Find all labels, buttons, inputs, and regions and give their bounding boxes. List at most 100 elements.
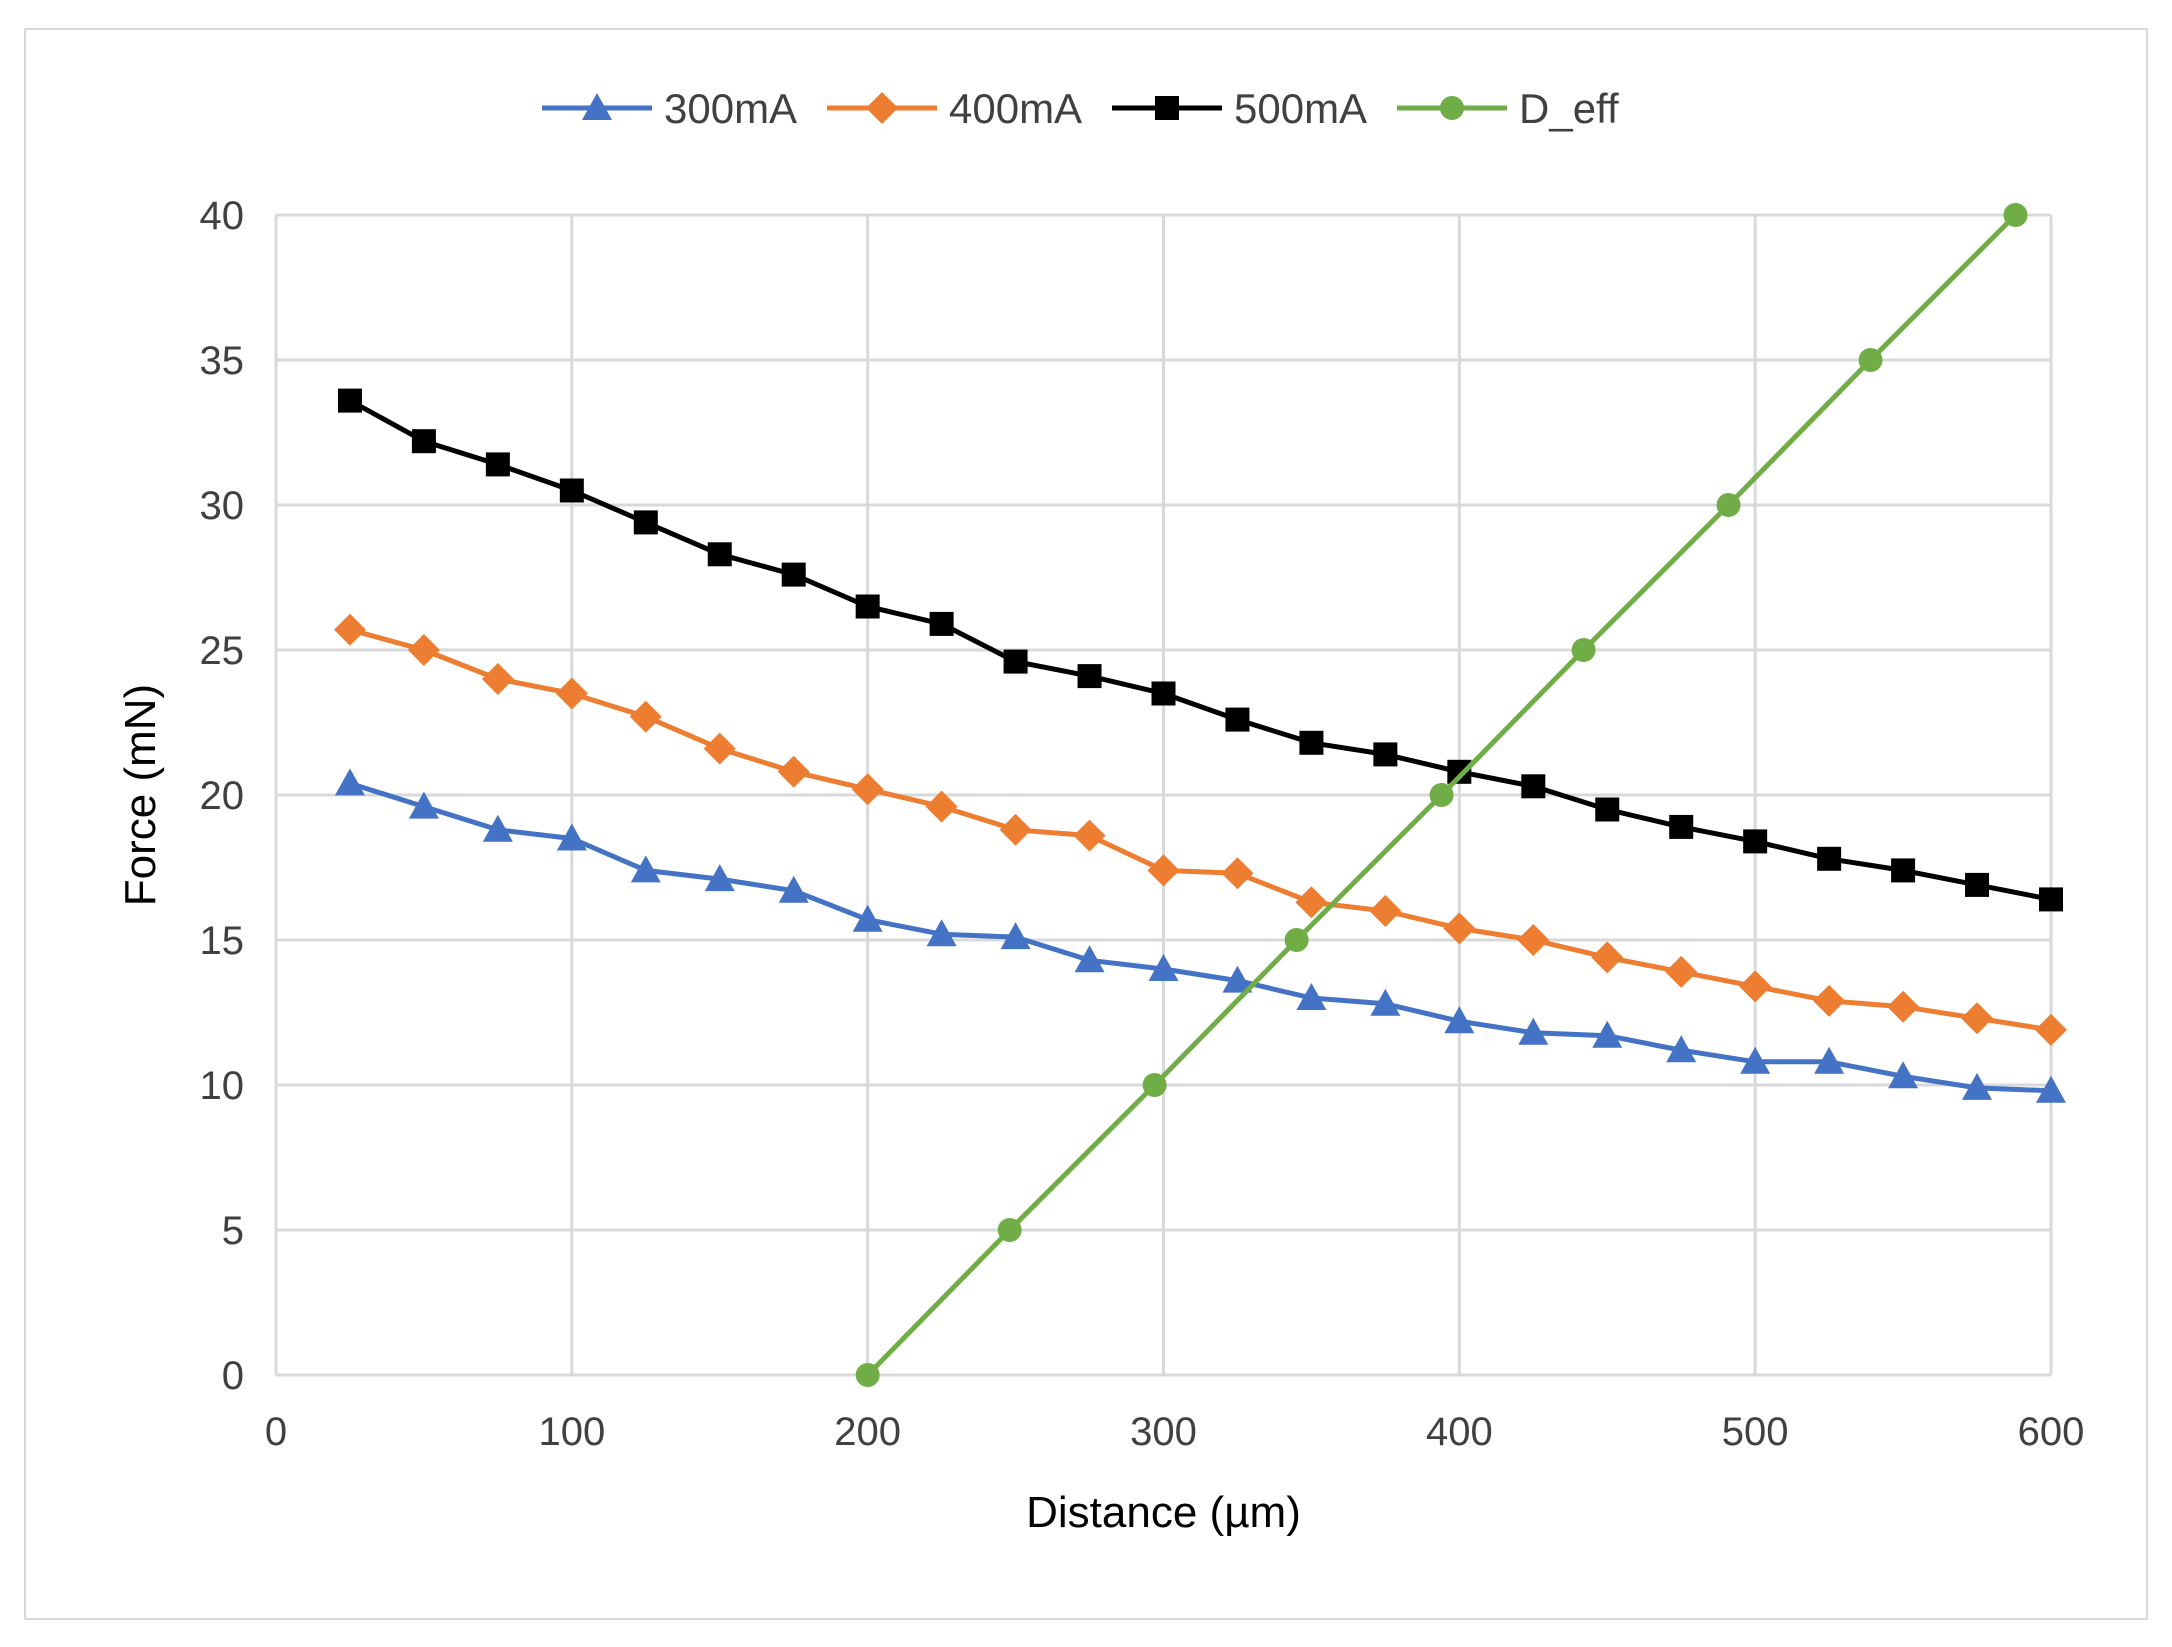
data-point (1429, 783, 1454, 807)
data-point (408, 791, 439, 819)
series-400ma (333, 613, 2067, 1046)
legend-item-400ma: 400mA (827, 85, 1082, 132)
legend-marker (1155, 96, 1179, 120)
data-point (852, 904, 883, 932)
y-tick-label: 15 (200, 919, 245, 963)
series-300ma (334, 768, 2066, 1103)
data-point (1743, 829, 1768, 854)
data-point (1591, 941, 1624, 974)
data-point (1571, 638, 1596, 662)
y-tick-label: 5 (222, 1209, 244, 1253)
series-line (349, 627, 2052, 1033)
x-tick-label: 500 (1722, 1410, 1789, 1454)
legend-label: 400mA (949, 85, 1082, 132)
data-point (1074, 945, 1105, 973)
legend-label: D_eff (1519, 85, 1619, 132)
data-point (926, 919, 957, 947)
data-point (1222, 965, 1253, 993)
data-point (1888, 1061, 1919, 1089)
y-tick-label: 25 (200, 629, 245, 673)
data-point (556, 823, 587, 851)
data-point (1284, 928, 1309, 952)
data-point (1716, 493, 1741, 517)
data-point (559, 478, 584, 503)
data-point (1077, 664, 1102, 689)
data-point (1666, 1035, 1697, 1063)
data-point (1299, 730, 1324, 755)
data-point (1443, 912, 1476, 945)
y-tick-label: 20 (200, 774, 245, 818)
data-point (1148, 954, 1179, 981)
data-point (703, 732, 736, 765)
data-point (855, 594, 880, 619)
grid-lines (274, 213, 2053, 1377)
x-tick-label: 400 (1426, 1410, 1493, 1454)
data-point (1444, 1006, 1475, 1034)
x-tick-label: 200 (834, 1410, 901, 1454)
series-line (348, 398, 2052, 902)
data-point (1813, 984, 1846, 1017)
y-tick-label: 35 (200, 339, 245, 383)
data-point (1518, 1017, 1549, 1045)
legend-item-300ma: 300mA (542, 85, 797, 132)
data-point (925, 790, 958, 823)
series-d-eff (855, 203, 2028, 1387)
data-point (1373, 742, 1398, 767)
data-point (1003, 649, 1028, 674)
data-point (1814, 1046, 1845, 1074)
data-point (1073, 819, 1106, 852)
x-axis-title: Distance (µm) (1026, 1488, 1301, 1537)
x-tick-label: 600 (2018, 1410, 2085, 1454)
data-point (999, 813, 1032, 846)
series-line (349, 781, 2052, 1094)
legend-label: 300mA (664, 85, 797, 132)
x-tick-label: 100 (538, 1410, 605, 1454)
data-point (334, 768, 365, 796)
data-point (1887, 990, 1920, 1023)
y-tick-label: 30 (200, 484, 245, 528)
data-point (1891, 858, 1916, 883)
data-point (1817, 846, 1842, 871)
data-point (1669, 814, 1694, 839)
data-point (1517, 924, 1550, 956)
data-point (2039, 887, 2063, 912)
legend-label: 500mA (1234, 85, 1367, 132)
data-point (851, 773, 884, 806)
series-layer (333, 203, 2067, 1387)
data-point (2036, 1075, 2066, 1103)
data-point (707, 542, 732, 567)
data-point (1295, 886, 1328, 919)
data-point (1225, 707, 1250, 732)
data-point (633, 510, 658, 535)
data-point (630, 855, 661, 883)
legend-marker (582, 93, 612, 120)
y-tick-label: 10 (200, 1064, 245, 1108)
data-point (1739, 970, 1772, 1003)
legend: 300mA 400mA 500mA D_eff (542, 85, 1619, 132)
data-point (1521, 774, 1546, 799)
x-tick-label: 0 (265, 1410, 287, 1454)
data-point (778, 875, 809, 903)
y-axis-title: Force (mN) (116, 684, 165, 906)
data-point (777, 755, 810, 788)
data-point (485, 452, 510, 477)
data-point (629, 700, 662, 733)
legend-marker (866, 92, 898, 124)
data-point (1369, 895, 1402, 927)
data-point (1961, 1002, 1994, 1035)
data-point (1858, 348, 1883, 372)
chart-frame: 0 5 10 15 20 25 30 35 40 0 100 200 300 400 500 600 300m… (24, 28, 2148, 1620)
data-point (1221, 857, 1254, 890)
data-point (1595, 797, 1620, 822)
data-point (1000, 922, 1031, 950)
data-point (781, 562, 806, 587)
series-500ma (337, 388, 2063, 912)
data-point (1962, 1072, 1993, 1100)
y-tick-label: 0 (222, 1354, 244, 1398)
data-point (1665, 955, 1698, 988)
data-point (855, 1363, 880, 1387)
data-point (1370, 988, 1401, 1016)
data-point (333, 613, 366, 646)
